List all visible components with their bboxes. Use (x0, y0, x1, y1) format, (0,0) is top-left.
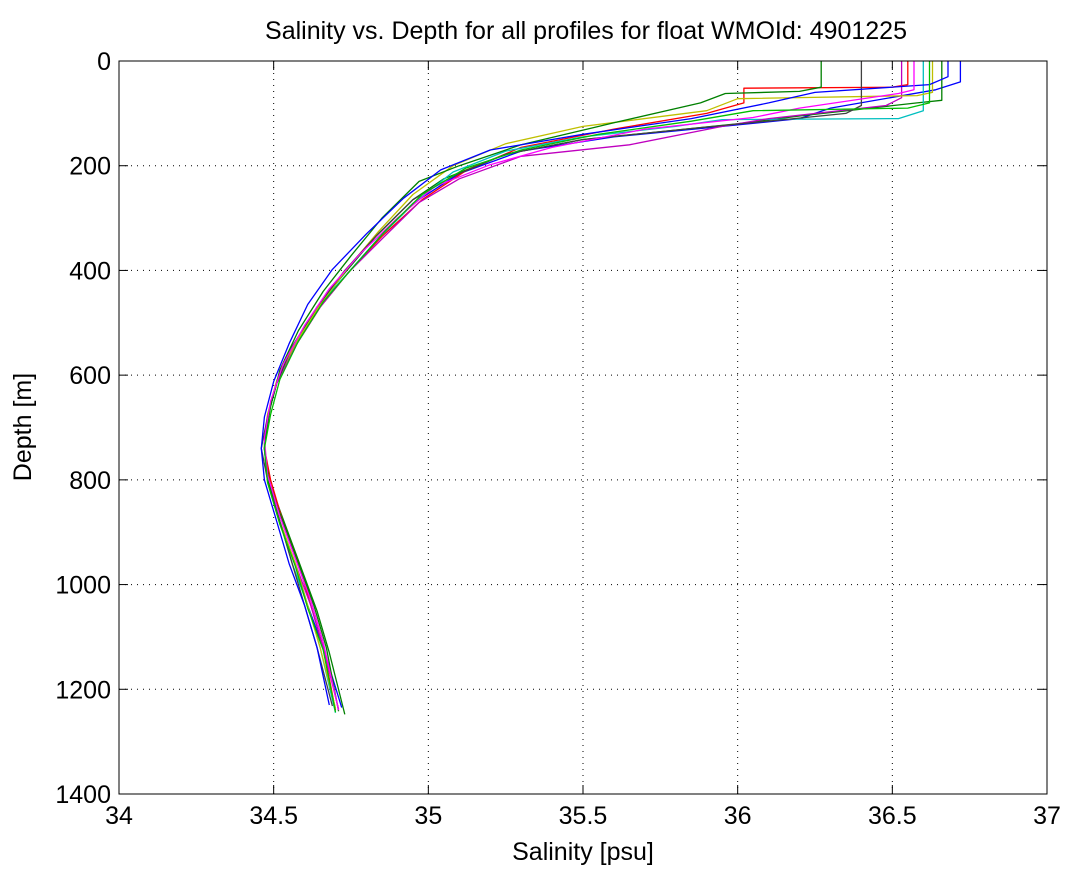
y-tick-label: 1400 (55, 781, 111, 809)
x-tick-label: 34.5 (249, 802, 298, 830)
profile-line-6 (263, 61, 934, 709)
y-tick-label: 200 (69, 153, 111, 181)
profile-line-9 (260, 61, 949, 706)
y-tick-label: 600 (69, 362, 111, 390)
grid (119, 61, 1047, 794)
profile-line-11 (263, 61, 931, 713)
y-tick-label: 1200 (55, 676, 111, 704)
x-tick-label: 37 (1033, 802, 1061, 830)
y-tick-label: 400 (69, 257, 111, 285)
y-tick-label: 0 (97, 48, 111, 76)
axis-ticks: 34 34.5 35 35.5 36 36.5 37 0 200 400 600 800 1000 120… (55, 48, 1061, 830)
x-tick-label: 35 (414, 802, 442, 830)
x-tick-label: 34 (105, 802, 133, 830)
x-tick-label: 36 (724, 802, 752, 830)
y-tick-label: 800 (69, 467, 111, 495)
chart-title: Salinity vs. Depth for all profiles for … (265, 17, 907, 45)
y-axis-label: Depth [m] (9, 373, 37, 481)
profile-lines (260, 61, 962, 715)
x-tick-label: 35.5 (559, 802, 608, 830)
x-axis-label: Salinity [psu] (512, 838, 654, 866)
x-tick-label: 36.5 (868, 802, 917, 830)
profile-line-10 (263, 61, 915, 711)
y-tick-label: 1000 (55, 572, 111, 600)
profile-line-8 (263, 61, 822, 712)
